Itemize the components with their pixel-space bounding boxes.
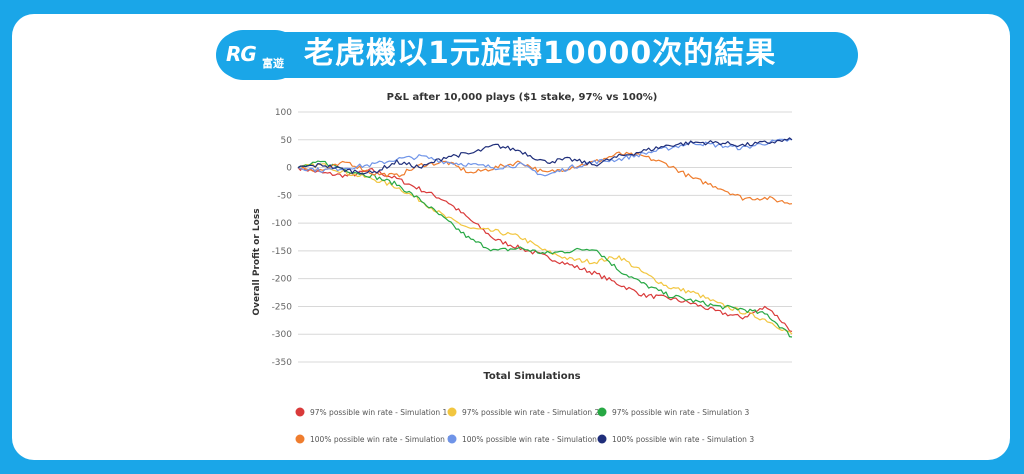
series-line — [298, 152, 792, 204]
legend-marker — [296, 435, 305, 444]
grid-lines — [298, 112, 792, 362]
y-tick-label: -100 — [272, 219, 293, 229]
legend-label: 97% possible win rate - Simulation 1 — [310, 408, 448, 417]
line-chart: P&L after 10,000 plays ($1 stake, 97% vs… — [0, 0, 1024, 474]
y-tick-label: 0 — [286, 164, 292, 174]
legend-label: 97% possible win rate - Simulation 2 — [462, 408, 600, 417]
y-tick-label: -350 — [272, 358, 293, 368]
legend-label: 100% possible win rate - Simulation 1 — [310, 435, 452, 444]
legend-marker — [598, 435, 607, 444]
y-tick-label: -150 — [272, 247, 293, 257]
y-tick-label: 50 — [281, 136, 293, 146]
y-tick-label: 100 — [275, 108, 292, 118]
y-tick-label: -50 — [277, 191, 292, 201]
legend-marker — [448, 435, 457, 444]
legend-label: 100% possible win rate - Simulation 3 — [612, 435, 754, 444]
y-tick-labels: 100 50 0 -50 -100 -150 -200 -250 -300 -350 — [272, 108, 293, 368]
legend-marker — [598, 408, 607, 417]
y-tick-label: -250 — [272, 302, 293, 312]
series-line — [298, 139, 792, 176]
legend-label: 97% possible win rate - Simulation 3 — [612, 408, 750, 417]
legend-label: 100% possible win rate - Simulation 2 — [462, 435, 604, 444]
x-axis-label: Total Simulations — [483, 371, 580, 382]
legend-marker — [448, 408, 457, 417]
y-tick-label: -300 — [272, 330, 293, 340]
legend: 97% possible win rate - Simulation 1 97% … — [296, 408, 755, 445]
legend-marker — [296, 408, 305, 417]
y-axis-label: Overall Profit or Loss — [252, 208, 262, 315]
y-tick-label: -200 — [272, 275, 293, 285]
chart-title: P&L after 10,000 plays ($1 stake, 97% vs… — [387, 92, 658, 103]
